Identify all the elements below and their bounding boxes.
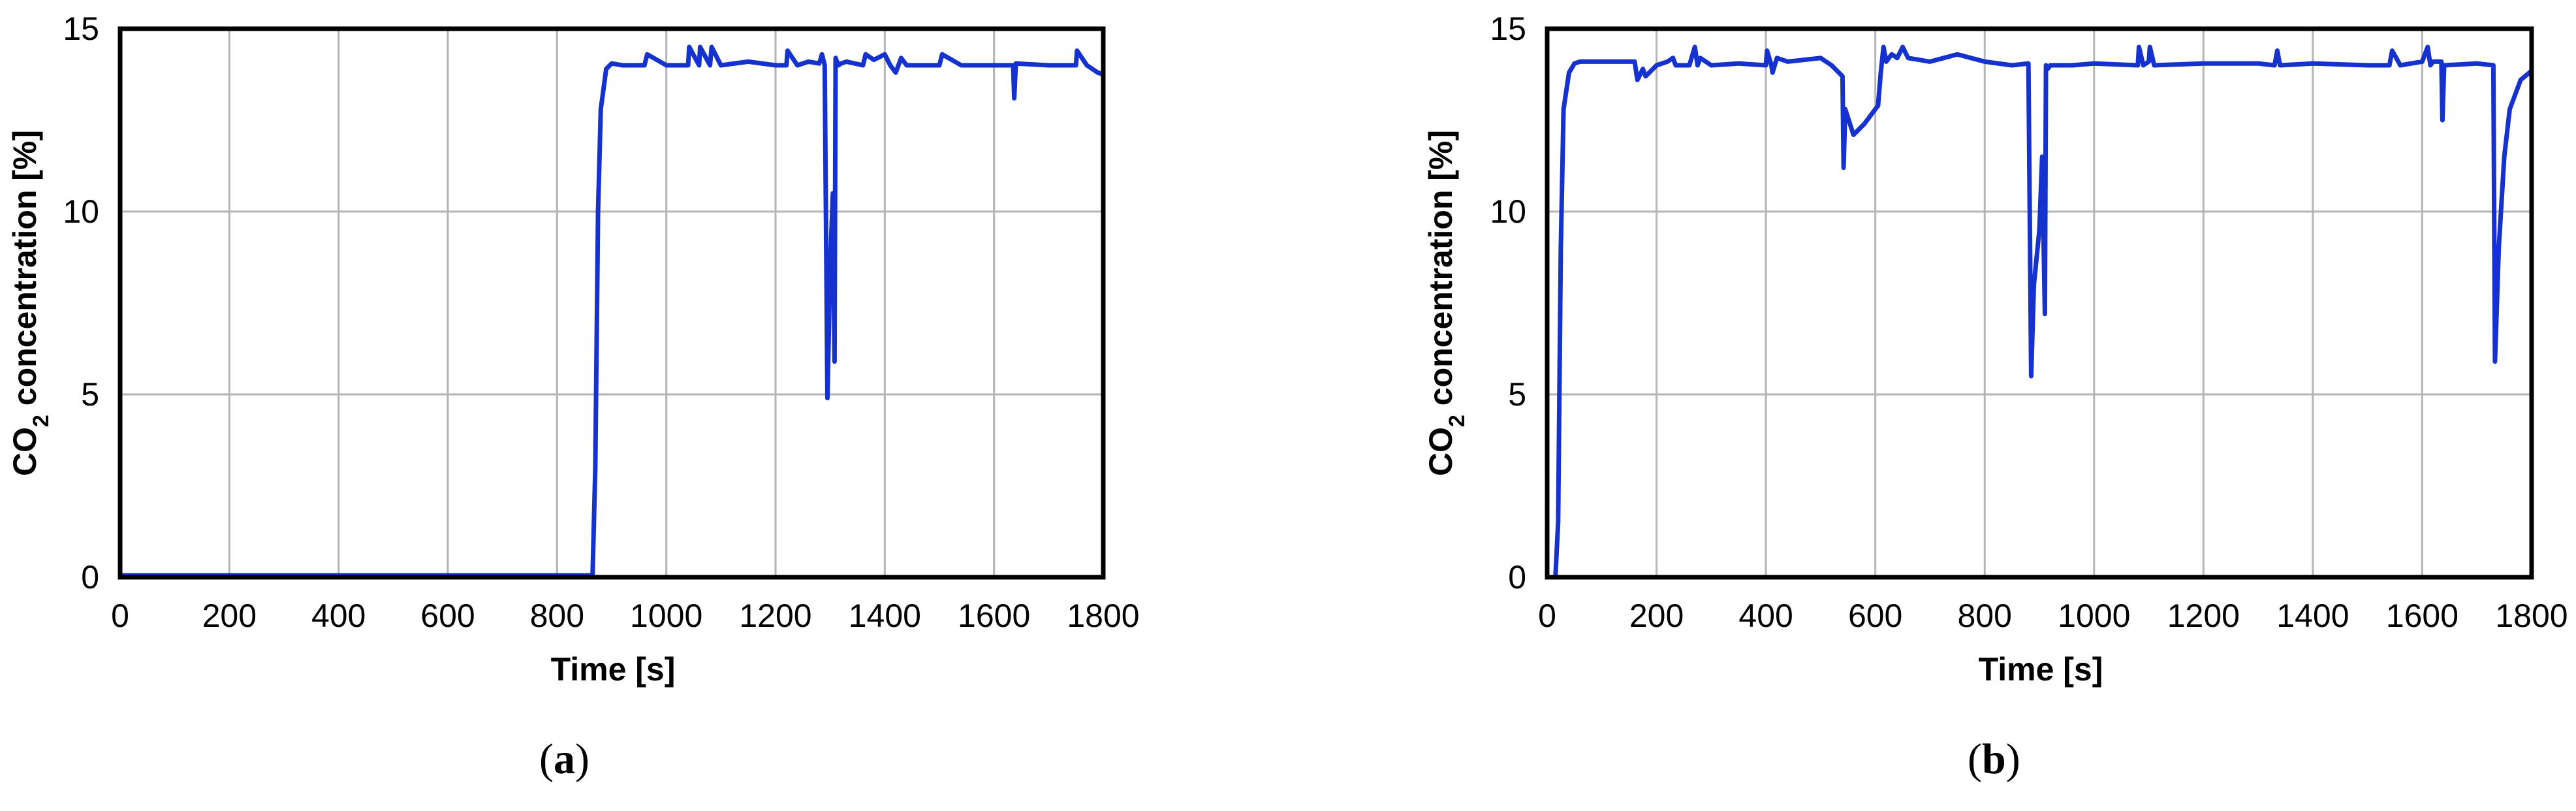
- x-tick-label: 0: [1538, 597, 1556, 634]
- chart-b-svg: 0 200 400 600 800 1000 1200 1400 1600 1800 0 5 10 15 T…: [1422, 10, 2568, 688]
- x-tick-label: 600: [420, 597, 475, 634]
- x-tick-label: 400: [311, 597, 366, 634]
- x-tick-label: 400: [1738, 597, 1793, 634]
- plot-frame: [1545, 26, 2534, 580]
- y-tick-label: 0: [1508, 559, 1526, 596]
- y-tick-label: 15: [1490, 10, 1526, 47]
- chart-panel-b: 0 200 400 600 800 1000 1200 1400 1600 1800 0 5 10 15 T…: [1288, 0, 2576, 811]
- x-tick-label: 600: [1848, 597, 1902, 634]
- chart-a-svg: 0 200 400 600 800 1000 1200 1400 1600 1800 0 5 10 15 T…: [7, 10, 1140, 688]
- panel-a-caption: (a): [539, 735, 589, 783]
- panel-b-caption: (b): [1968, 735, 2020, 783]
- x-axis-title: Time [s]: [551, 651, 676, 688]
- chart-panel-a: 0 200 400 600 800 1000 1200 1400 1600 1800 0 5 10 15 T…: [7, 10, 1140, 783]
- x-tick-label: 1400: [2276, 597, 2349, 634]
- series-line: [118, 44, 1106, 578]
- x-tick-label: 1600: [2386, 597, 2458, 634]
- x-tick-label: 1200: [2167, 597, 2240, 634]
- x-tick-label: 200: [202, 597, 257, 634]
- x-tick-label: 1200: [739, 597, 811, 634]
- x-tick-label: 1600: [958, 597, 1030, 634]
- x-tick-label: 1800: [2495, 597, 2568, 634]
- y-axis-title: CO2 concentration [%]: [7, 130, 54, 476]
- x-tick-label: 0: [111, 597, 129, 634]
- y-tick-label: 5: [1508, 376, 1526, 413]
- x-tick-label: 1000: [630, 597, 702, 634]
- x-tick-label: 1800: [1067, 597, 1139, 634]
- series-line: [1545, 44, 2534, 580]
- plot-frame: [118, 26, 1106, 580]
- y-tick-label: 15: [63, 10, 99, 47]
- y-tick-label: 5: [81, 376, 99, 413]
- x-tick-label: 1000: [2058, 597, 2130, 634]
- y-tick-label: 10: [1490, 193, 1526, 230]
- panel-a-label: a: [553, 735, 575, 783]
- y-axis-title: CO2 concentration [%]: [1422, 130, 1469, 476]
- y-tick-label: 0: [81, 559, 99, 596]
- x-tick-label: 200: [1629, 597, 1684, 634]
- x-axis-title: Time [s]: [1979, 651, 2103, 688]
- x-tick-label: 800: [530, 597, 584, 634]
- x-tick-label: 800: [1958, 597, 2012, 634]
- x-tick-label: 1400: [849, 597, 921, 634]
- panel-b-label: b: [1981, 735, 2006, 783]
- y-tick-label: 10: [63, 193, 99, 230]
